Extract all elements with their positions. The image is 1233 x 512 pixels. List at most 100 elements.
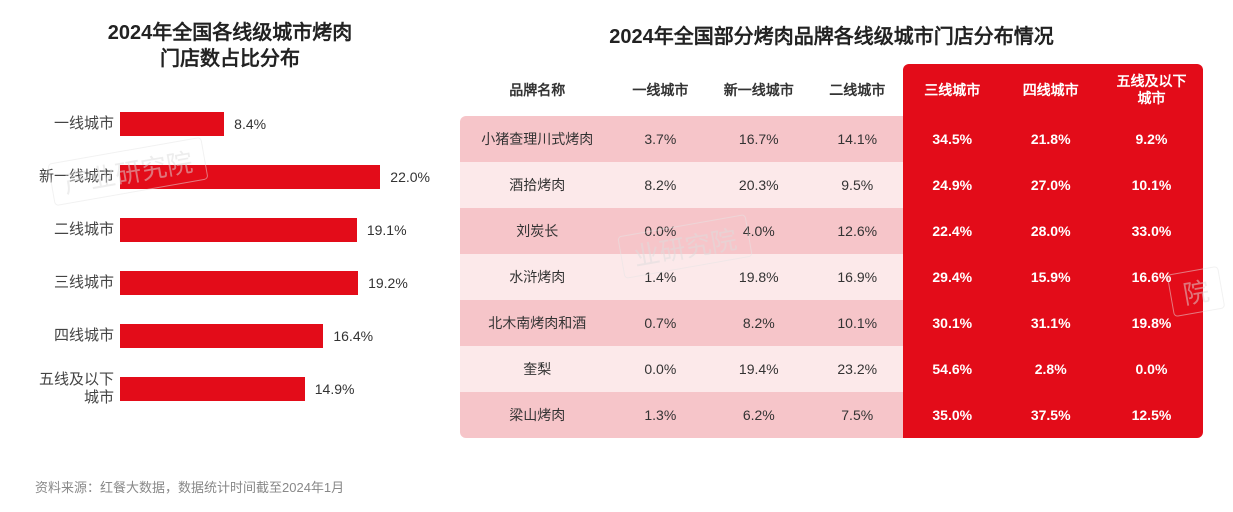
bar-chart-body: 一线城市 8.4% 新一线城市 22.0% 二线城市 19.1% 三线城市 19.2% 四线城市… <box>30 97 430 415</box>
brand-name-cell: 北木南烤肉和酒 <box>460 300 615 346</box>
table-cell: 8.2% <box>706 300 811 346</box>
table-header-row: 品牌名称一线城市新一线城市二线城市三线城市四线城市五线及以下城市 <box>460 64 1203 116</box>
source-note: 资料来源：红餐大数据，数据统计时间截至2024年1月 <box>35 477 344 496</box>
bar <box>120 324 323 348</box>
table-cell: 19.8% <box>706 254 811 300</box>
bar-area: 22.0% <box>120 165 430 189</box>
table-cell: 12.6% <box>811 208 903 254</box>
brand-name-cell: 水浒烤肉 <box>460 254 615 300</box>
table-cell: 30.1% <box>903 300 1001 346</box>
bar-row: 五线及以下城市 14.9% <box>30 362 430 415</box>
table-cell: 1.3% <box>615 392 707 438</box>
table-cell: 2.8% <box>1001 346 1099 392</box>
table-cell: 0.0% <box>1100 346 1203 392</box>
brand-name-cell: 梁山烤肉 <box>460 392 615 438</box>
table-cell: 0.7% <box>615 300 707 346</box>
table-cell: 23.2% <box>811 346 903 392</box>
bar-row: 二线城市 19.1% <box>30 203 430 256</box>
table-cell: 15.9% <box>1001 254 1099 300</box>
table-column-header: 品牌名称 <box>460 64 615 116</box>
table-cell: 28.0% <box>1001 208 1099 254</box>
table-cell: 19.8% <box>1100 300 1203 346</box>
table-row: 水浒烤肉1.4%19.8%16.9%29.4%15.9%16.6% <box>460 254 1203 300</box>
table-cell: 8.2% <box>615 162 707 208</box>
table-row: 刘炭长0.0%4.0%12.6%22.4%28.0%33.0% <box>460 208 1203 254</box>
bar-row: 三线城市 19.2% <box>30 256 430 309</box>
brand-name-cell: 刘炭长 <box>460 208 615 254</box>
bar-value-label: 19.2% <box>368 275 408 291</box>
table-head: 品牌名称一线城市新一线城市二线城市三线城市四线城市五线及以下城市 <box>460 64 1203 116</box>
table-row: 酒拾烤肉8.2%20.3%9.5%24.9%27.0%10.1% <box>460 162 1203 208</box>
table-cell: 19.4% <box>706 346 811 392</box>
bar-area: 8.4% <box>120 112 430 136</box>
table-cell: 14.1% <box>811 116 903 162</box>
bar-value-label: 22.0% <box>390 169 430 185</box>
table-column-header: 新一线城市 <box>706 64 811 116</box>
bar-area: 19.1% <box>120 218 430 242</box>
table-cell: 24.9% <box>903 162 1001 208</box>
table-column-header: 一线城市 <box>615 64 707 116</box>
table-row: 北木南烤肉和酒0.7%8.2%10.1%30.1%31.1%19.8% <box>460 300 1203 346</box>
table-column-header: 三线城市 <box>903 64 1001 116</box>
bar-category-label: 四线城市 <box>30 327 120 345</box>
table-row: 梁山烤肉1.3%6.2%7.5%35.0%37.5%12.5% <box>460 392 1203 438</box>
bar-category-label: 二线城市 <box>30 221 120 239</box>
table-row: 小猪查理川式烤肉3.7%16.7%14.1%34.5%21.8%9.2% <box>460 116 1203 162</box>
bar <box>120 165 380 189</box>
table-cell: 29.4% <box>903 254 1001 300</box>
bar-category-label: 五线及以下城市 <box>30 371 120 407</box>
bar-value-label: 19.1% <box>367 222 407 238</box>
bar-category-label: 新一线城市 <box>30 168 120 186</box>
table-cell: 10.1% <box>811 300 903 346</box>
table-title: 2024年全国部分烤肉品牌各线级城市门店分布情况 <box>460 20 1203 49</box>
table-cell: 34.5% <box>903 116 1001 162</box>
table-row: 奎梨0.0%19.4%23.2%54.6%2.8%0.0% <box>460 346 1203 392</box>
bar-chart-title: 2024年全国各线级城市烤肉门店数占比分布 <box>30 20 430 72</box>
table-cell: 27.0% <box>1001 162 1099 208</box>
table-cell: 6.2% <box>706 392 811 438</box>
table-cell: 0.0% <box>615 208 707 254</box>
bar <box>120 271 358 295</box>
distribution-table: 品牌名称一线城市新一线城市二线城市三线城市四线城市五线及以下城市 小猪查理川式烤… <box>460 64 1203 438</box>
bar-row: 四线城市 16.4% <box>30 309 430 362</box>
table-cell: 21.8% <box>1001 116 1099 162</box>
table-column-header: 四线城市 <box>1001 64 1099 116</box>
bar <box>120 112 224 136</box>
table-cell: 16.9% <box>811 254 903 300</box>
table-cell: 1.4% <box>615 254 707 300</box>
bar-category-label: 一线城市 <box>30 115 120 133</box>
table-cell: 3.7% <box>615 116 707 162</box>
brand-name-cell: 奎梨 <box>460 346 615 392</box>
table-cell: 16.7% <box>706 116 811 162</box>
table-cell: 0.0% <box>615 346 707 392</box>
bar-category-label: 三线城市 <box>30 274 120 292</box>
table-cell: 33.0% <box>1100 208 1203 254</box>
table-cell: 35.0% <box>903 392 1001 438</box>
table-cell: 10.1% <box>1100 162 1203 208</box>
table-column-header: 二线城市 <box>811 64 903 116</box>
table-body: 小猪查理川式烤肉3.7%16.7%14.1%34.5%21.8%9.2%酒拾烤肉… <box>460 116 1203 438</box>
table-cell: 9.5% <box>811 162 903 208</box>
bar-row: 新一线城市 22.0% <box>30 150 430 203</box>
table-cell: 22.4% <box>903 208 1001 254</box>
bar-area: 19.2% <box>120 271 430 295</box>
brand-name-cell: 小猪查理川式烤肉 <box>460 116 615 162</box>
table-panel: 2024年全国部分烤肉品牌各线级城市门店分布情况 品牌名称一线城市新一线城市二线… <box>450 20 1203 502</box>
bar <box>120 377 305 401</box>
bar-area: 14.9% <box>120 377 430 401</box>
table-cell: 12.5% <box>1100 392 1203 438</box>
table-cell: 9.2% <box>1100 116 1203 162</box>
table-cell: 37.5% <box>1001 392 1099 438</box>
bar-value-label: 8.4% <box>234 116 266 132</box>
bar <box>120 218 357 242</box>
bar-value-label: 14.9% <box>315 381 355 397</box>
bar-row: 一线城市 8.4% <box>30 97 430 150</box>
table-cell: 4.0% <box>706 208 811 254</box>
bar-value-label: 16.4% <box>333 328 373 344</box>
bar-chart-panel: 2024年全国各线级城市烤肉门店数占比分布 一线城市 8.4% 新一线城市 22.0%… <box>30 20 450 502</box>
table-cell: 31.1% <box>1001 300 1099 346</box>
table-cell: 16.6% <box>1100 254 1203 300</box>
table-cell: 20.3% <box>706 162 811 208</box>
table-cell: 7.5% <box>811 392 903 438</box>
brand-name-cell: 酒拾烤肉 <box>460 162 615 208</box>
